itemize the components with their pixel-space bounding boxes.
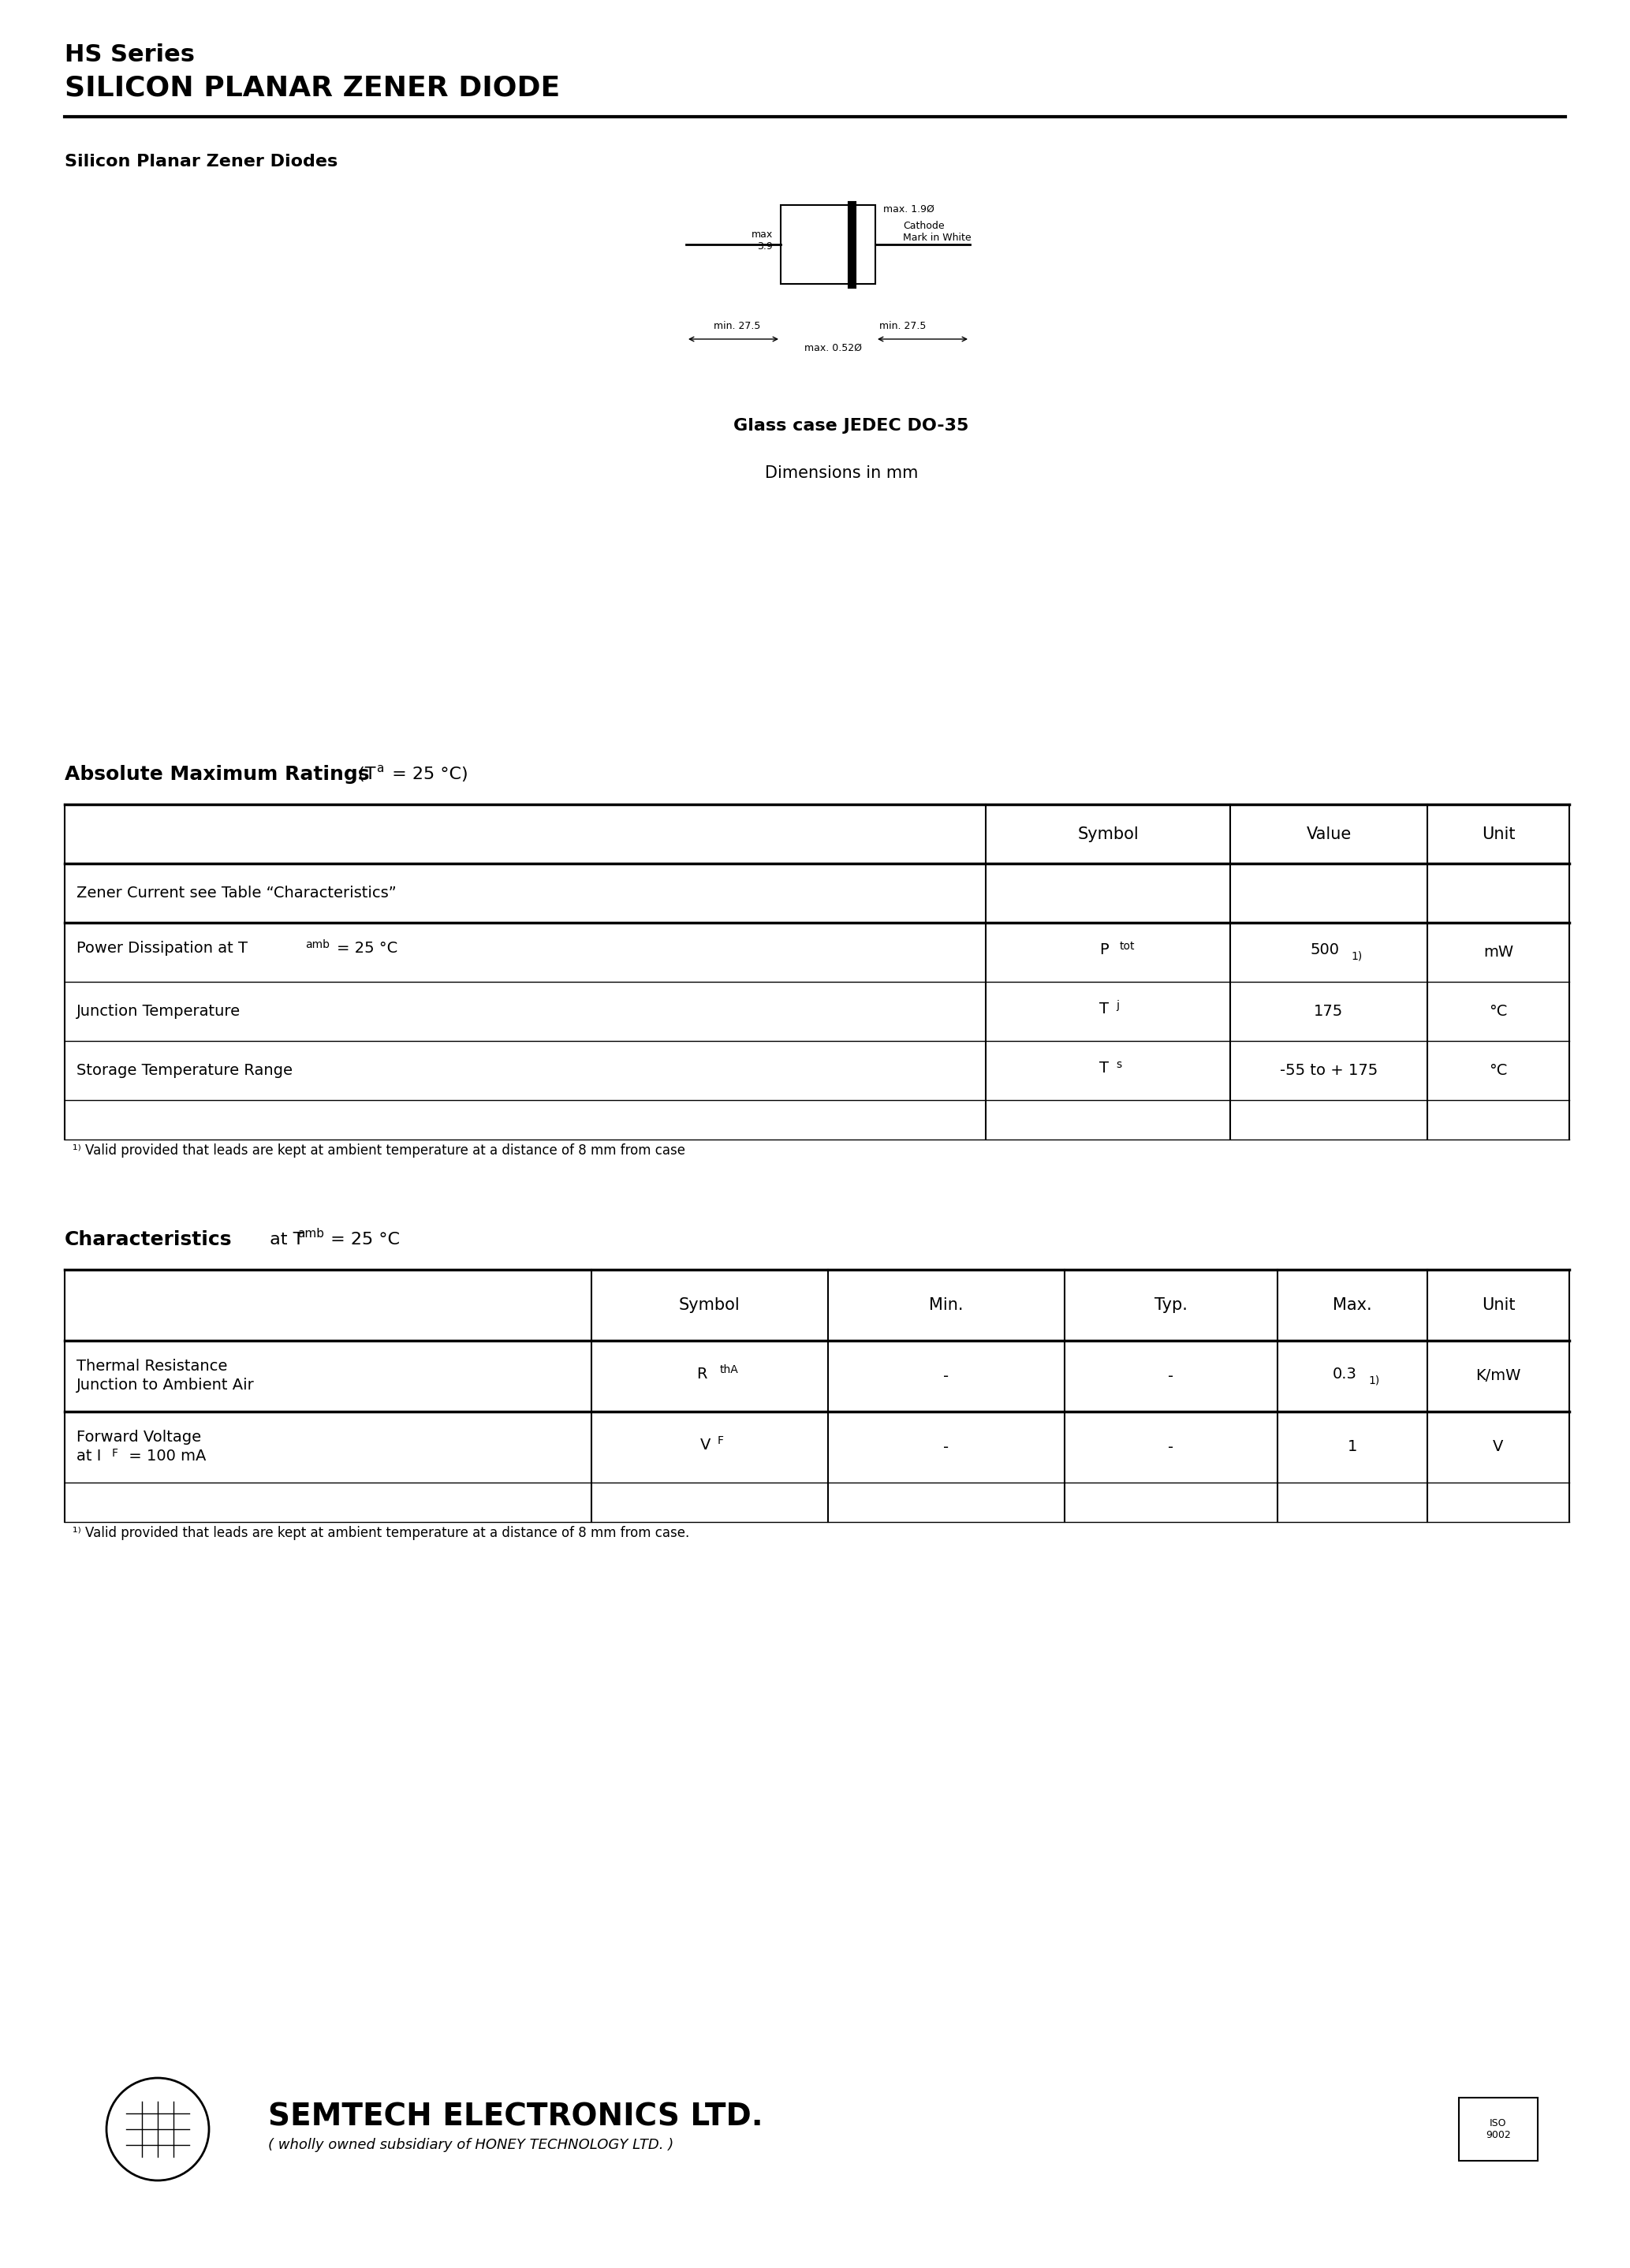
Text: ISO
9002: ISO 9002 — [1487, 2118, 1511, 2141]
Text: V: V — [1493, 1440, 1503, 1454]
Text: = 25 °C): = 25 °C) — [386, 767, 468, 782]
Bar — [1459, 2098, 1537, 2161]
Text: Symbol: Symbol — [680, 1297, 740, 1313]
Text: = 100 mA: = 100 mA — [124, 1449, 205, 1465]
Text: max
3.9: max 3.9 — [751, 229, 773, 252]
Text: Min.: Min. — [929, 1297, 963, 1313]
Text: = 25 °C: = 25 °C — [337, 941, 398, 955]
Text: min. 27.5: min. 27.5 — [879, 322, 926, 331]
Text: max. 1.9Ø: max. 1.9Ø — [883, 204, 934, 213]
Text: Dimensions in mm: Dimensions in mm — [764, 465, 918, 481]
Text: a: a — [377, 762, 383, 773]
Text: = 25 °C: = 25 °C — [324, 1232, 399, 1247]
Text: -: - — [1169, 1440, 1174, 1454]
Text: -: - — [1169, 1368, 1174, 1383]
Text: -55 to + 175: -55 to + 175 — [1280, 1064, 1377, 1077]
Text: 1: 1 — [1348, 1440, 1358, 1454]
Text: s: s — [1117, 1059, 1121, 1070]
Text: Typ.: Typ. — [1154, 1297, 1188, 1313]
Text: 1): 1) — [1368, 1374, 1379, 1386]
Text: R: R — [696, 1365, 707, 1381]
Text: Junction Temperature: Junction Temperature — [77, 1005, 241, 1018]
Text: Absolute Maximum Ratings: Absolute Maximum Ratings — [65, 764, 370, 785]
Text: Silicon Planar Zener Diodes: Silicon Planar Zener Diodes — [65, 154, 337, 170]
Text: j: j — [1117, 1000, 1120, 1012]
Text: Power Dissipation at T: Power Dissipation at T — [77, 941, 248, 955]
Text: mW: mW — [1483, 946, 1513, 959]
Text: Zener Current see Table “Characteristics”: Zener Current see Table “Characteristics… — [77, 885, 396, 900]
Text: Glass case JEDEC DO-35: Glass case JEDEC DO-35 — [733, 417, 968, 433]
Text: -: - — [944, 1440, 949, 1454]
Text: -: - — [944, 1368, 949, 1383]
Text: Symbol: Symbol — [1077, 826, 1139, 841]
Text: min. 27.5: min. 27.5 — [714, 322, 761, 331]
Bar — [781, 204, 875, 284]
Text: at T: at T — [264, 1232, 303, 1247]
Text: 175: 175 — [1314, 1005, 1343, 1018]
Text: Storage Temperature Range: Storage Temperature Range — [77, 1064, 292, 1077]
Text: (T: (T — [352, 767, 377, 782]
Text: 500: 500 — [1311, 943, 1340, 957]
Text: Unit: Unit — [1482, 1297, 1514, 1313]
Text: F: F — [717, 1436, 724, 1447]
Text: Value: Value — [1306, 826, 1351, 841]
Text: K/mW: K/mW — [1475, 1368, 1521, 1383]
Text: Characteristics: Characteristics — [65, 1229, 231, 1250]
Text: tot: tot — [1120, 941, 1134, 953]
Text: ¹⁾ Valid provided that leads are kept at ambient temperature at a distance of 8 : ¹⁾ Valid provided that leads are kept at… — [73, 1526, 689, 1540]
Text: T: T — [1099, 1002, 1108, 1016]
Text: V: V — [701, 1438, 711, 1452]
Text: Max.: Max. — [1333, 1297, 1372, 1313]
Text: 0.3: 0.3 — [1332, 1365, 1356, 1381]
Text: HS Series: HS Series — [65, 43, 194, 66]
Text: Forward Voltage: Forward Voltage — [77, 1431, 200, 1445]
Text: thA: thA — [720, 1365, 738, 1374]
Text: SILICON PLANAR ZENER DIODE: SILICON PLANAR ZENER DIODE — [65, 75, 561, 102]
Text: T: T — [1099, 1061, 1108, 1075]
Text: F: F — [112, 1447, 119, 1458]
Text: SEMTECH ELECTRONICS LTD.: SEMTECH ELECTRONICS LTD. — [267, 2102, 763, 2132]
Text: Junction to Ambient Air: Junction to Ambient Air — [77, 1379, 254, 1393]
Text: Thermal Resistance: Thermal Resistance — [77, 1359, 228, 1374]
Text: 1): 1) — [1351, 950, 1363, 962]
Text: max. 0.52Ø: max. 0.52Ø — [804, 342, 862, 354]
Text: P: P — [1099, 943, 1108, 957]
Text: Unit: Unit — [1482, 826, 1514, 841]
Text: ( wholly owned subsidiary of HONEY TECHNOLOGY LTD. ): ( wholly owned subsidiary of HONEY TECHN… — [267, 2139, 673, 2152]
Text: amb: amb — [305, 939, 329, 950]
Text: °C: °C — [1490, 1064, 1508, 1077]
Text: °C: °C — [1490, 1005, 1508, 1018]
Text: at I: at I — [77, 1449, 101, 1465]
Text: amb: amb — [297, 1227, 324, 1241]
Text: Cathode
Mark in White: Cathode Mark in White — [903, 220, 971, 243]
Text: ¹⁾ Valid provided that leads are kept at ambient temperature at a distance of 8 : ¹⁾ Valid provided that leads are kept at… — [73, 1143, 685, 1157]
